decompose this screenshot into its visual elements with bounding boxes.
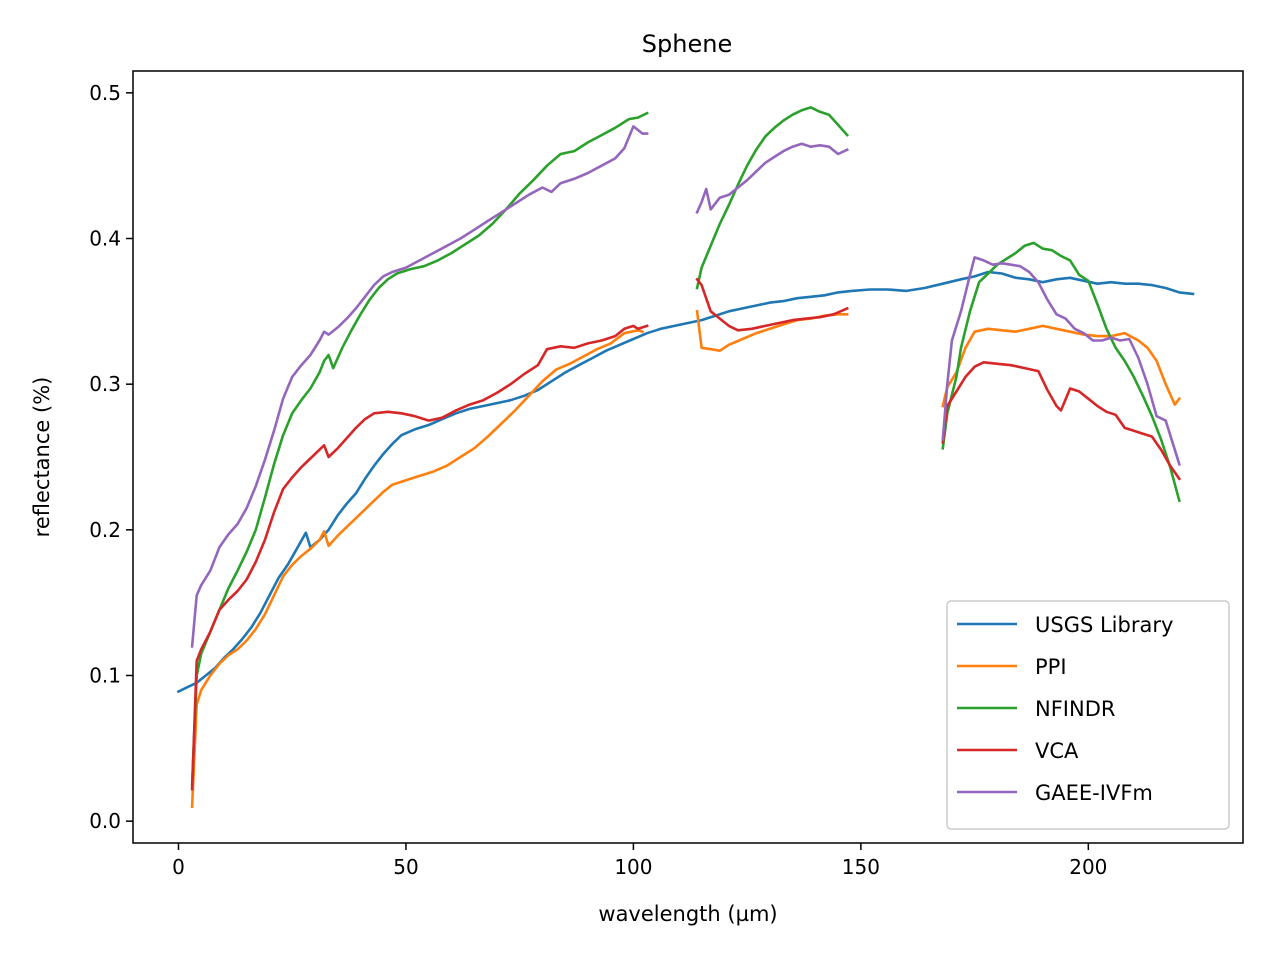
series-line-4-segment-0: [190, 125, 649, 648]
y-tick-label: 0.5: [89, 81, 121, 105]
legend-entry: USGS Library: [1035, 613, 1173, 637]
series-line-2-segment-0: [190, 111, 649, 787]
x-axis-label: wavelength (µm): [598, 902, 777, 926]
y-tick-label: 0.1: [89, 663, 121, 687]
series-line-2-segment-1: [695, 106, 850, 290]
series-line-0-segment-0: [176, 270, 1195, 694]
legend-entry: VCA: [1035, 739, 1079, 763]
y-tick-label: 0.4: [89, 227, 121, 251]
series-line-3-segment-1: [695, 277, 849, 332]
x-tick-label: 200: [1069, 855, 1107, 879]
x-tick-label: 0: [172, 855, 185, 879]
series-line-2-segment-2: [941, 241, 1181, 503]
series-line-1-segment-2: [941, 324, 1182, 408]
axes: 0 50 100 150 200 0.0 0.1 0.2 0.3 0.4 0.5: [89, 81, 1107, 879]
plot-frame: [132, 70, 1244, 844]
legend-box: [946, 600, 1230, 830]
y-axis-label: reflectance (%): [30, 377, 54, 538]
legend: USGS Library PPI NFINDR VCA GAEE-IVFm: [946, 600, 1230, 830]
series-lines: [176, 106, 1195, 808]
chart-title: Sphene: [642, 30, 732, 58]
x-tick-label: 50: [393, 855, 418, 879]
y-tick-label: 0.2: [89, 518, 121, 542]
series-line-4-segment-2: [941, 256, 1181, 466]
series-line-3-segment-0: [190, 324, 649, 791]
legend-entry: NFINDR: [1035, 697, 1115, 721]
x-tick-label: 150: [842, 855, 880, 879]
legend-entry: PPI: [1035, 655, 1067, 679]
x-tick-label: 100: [614, 855, 652, 879]
series-line-3-segment-2: [941, 361, 1182, 481]
y-tick-label: 0.0: [89, 809, 121, 833]
y-tick-label: 0.3: [89, 372, 121, 396]
series-line-1-segment-0: [190, 329, 645, 808]
series-line-4-segment-1: [695, 142, 849, 215]
legend-entry: GAEE-IVFm: [1035, 781, 1153, 805]
